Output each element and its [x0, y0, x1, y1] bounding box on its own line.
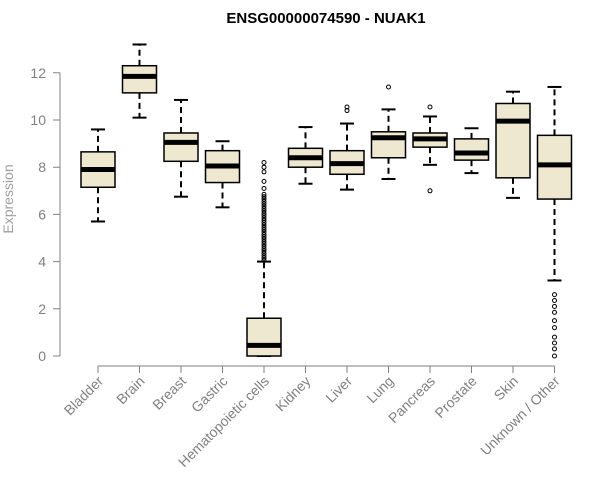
- box-gastric: [204, 140, 241, 209]
- box-iqr: [121, 64, 158, 94]
- box-breast: [163, 98, 199, 198]
- y-tick-label: 6: [38, 206, 46, 222]
- outlier-point: [261, 201, 267, 207]
- x-tick-label: Breast: [149, 373, 189, 413]
- outlier-point: [261, 185, 267, 191]
- outlier-point: [552, 298, 557, 304]
- y-tick-label: 8: [38, 159, 46, 175]
- y-tick-label: 10: [30, 112, 46, 128]
- box-hematopoietic-cells: [246, 159, 282, 357]
- outlier-point: [552, 340, 557, 346]
- outlier-point: [344, 104, 350, 110]
- outlier-point: [261, 210, 267, 216]
- outlier-point: [261, 196, 267, 202]
- outlier-point: [552, 292, 557, 298]
- box-kidney: [287, 126, 324, 185]
- outlier-point: [261, 222, 267, 228]
- outlier-point: [261, 227, 267, 233]
- outlier-point: [552, 309, 557, 315]
- outlier-point: [427, 188, 433, 194]
- outlier-point: [261, 257, 267, 263]
- box-iqr: [163, 132, 199, 163]
- box-bladder: [80, 128, 116, 223]
- box-iqr: [495, 102, 531, 179]
- box-liver: [329, 104, 365, 191]
- outlier-point: [552, 318, 557, 324]
- outlier-point: [552, 303, 557, 309]
- box-pancreas: [412, 104, 448, 194]
- outlier-point: [261, 253, 267, 259]
- x-tick-label: Brain: [113, 373, 147, 407]
- outlier-point: [261, 217, 267, 223]
- outlier-point: [261, 213, 267, 219]
- outlier-point: [261, 231, 267, 237]
- y-tick-label: 0: [38, 348, 46, 364]
- box-series: [80, 43, 573, 359]
- outlier-point: [552, 346, 557, 352]
- outlier-point: [386, 84, 391, 90]
- box-lung: [370, 84, 407, 180]
- box-iqr: [246, 317, 282, 357]
- x-tick-label: Bladder: [61, 373, 107, 419]
- outlier-point: [261, 220, 267, 226]
- x-tick-label: Prostate: [431, 373, 479, 421]
- outlier-point: [261, 243, 267, 249]
- outlier-point: [427, 104, 433, 110]
- outlier-point: [261, 236, 267, 242]
- outlier-point: [261, 164, 267, 170]
- y-tick-label: 2: [38, 301, 46, 317]
- x-tick-label: Unknown / Other: [477, 373, 563, 459]
- box-prostate: [453, 127, 490, 175]
- chart-title: ENSG00000074590 - NUAK1: [226, 10, 425, 27]
- outlier-point: [261, 239, 267, 245]
- outlier-point: [261, 208, 267, 214]
- box-skin: [495, 90, 531, 199]
- outlier-point: [261, 191, 267, 197]
- outlier-point: [552, 334, 557, 340]
- outlier-point: [552, 353, 557, 359]
- y-tick-label: 12: [30, 65, 46, 81]
- outlier-point: [261, 234, 267, 240]
- outlier-point: [261, 229, 267, 235]
- outlier-point: [261, 248, 267, 254]
- outlier-point: [261, 250, 267, 256]
- outlier-point: [261, 198, 267, 204]
- x-tick-label: Skin: [491, 373, 522, 404]
- outlier-point: [261, 224, 267, 230]
- outlier-point: [552, 325, 557, 331]
- y-tick-label: 4: [38, 254, 46, 270]
- outlier-point: [261, 241, 267, 247]
- x-tick-label: Kidney: [272, 373, 314, 415]
- outlier-point: [261, 206, 267, 211]
- outlier-point: [261, 255, 267, 261]
- outlier-point: [261, 159, 267, 165]
- box-iqr: [453, 138, 490, 161]
- outlier-point: [261, 194, 267, 200]
- outlier-point: [261, 246, 267, 252]
- outlier-point: [261, 178, 267, 184]
- y-axis-label: Expression: [0, 164, 16, 233]
- outlier-point: [261, 203, 267, 209]
- outlier-point: [261, 215, 267, 221]
- outlier-point: [261, 169, 267, 175]
- x-tick-label: Liver: [322, 373, 355, 406]
- x-tick-label: Lung: [363, 373, 396, 406]
- y-axis: 0 2 4 6 8 10 12: [30, 65, 61, 364]
- box-brain: [121, 43, 158, 119]
- box-unknown-other: [536, 85, 573, 359]
